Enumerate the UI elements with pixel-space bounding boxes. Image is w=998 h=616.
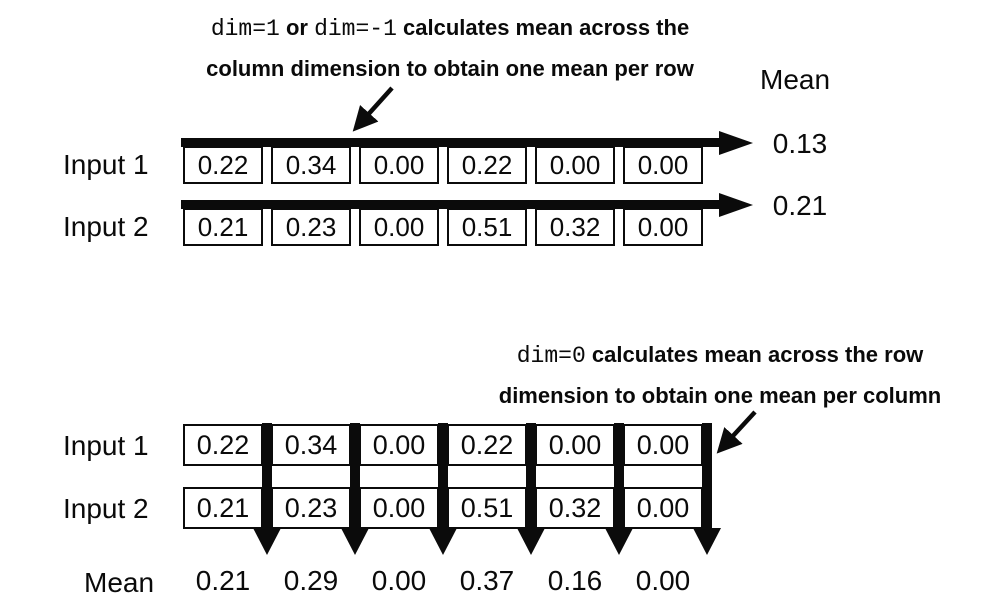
row2-mean-value: 0.21	[772, 190, 828, 221]
col5-mean-arrow-head-icon	[605, 528, 633, 555]
col6-mean-arrow-shaft	[702, 423, 712, 528]
bottom-input1-label: Input 1	[63, 430, 149, 461]
top-annotation-arrow-icon	[352, 86, 394, 132]
mean-column-header: Mean	[760, 64, 831, 95]
matrix-cell: 0.00	[359, 424, 439, 466]
row1-mean-value: 0.13	[772, 128, 828, 159]
code-dim0: dim=0	[516, 343, 586, 369]
matrix-cell: 0.00	[359, 146, 439, 184]
bottom-mean-label: Mean	[84, 567, 155, 598]
bottom-caption-line2: dimension to obtain one mean per column	[498, 383, 942, 408]
top-caption-or: or	[285, 15, 308, 40]
matrix-cell: 0.32	[535, 487, 615, 529]
matrix-cell: 0.22	[183, 424, 263, 466]
row1-mean-arrow-head-icon	[719, 131, 753, 155]
row2-mean-arrow-shaft	[181, 200, 719, 209]
code-dim1: dim=1	[210, 16, 280, 42]
matrix-cell: 0.34	[271, 424, 351, 466]
col2-mean-arrow-shaft	[350, 423, 360, 528]
col6-mean-arrow-head-icon	[693, 528, 721, 555]
col5-mean-arrow-shaft	[614, 423, 624, 528]
col2-mean-arrow-head-icon	[341, 528, 369, 555]
matrix-cell: 0.21	[183, 208, 263, 246]
col4-mean-arrow-shaft	[526, 423, 536, 528]
matrix-cell: 0.00	[623, 146, 703, 184]
code-dim-minus1: dim=-1	[314, 16, 397, 42]
matrix-cell: 0.51	[447, 208, 527, 246]
col6-mean-value: 0.00	[635, 565, 691, 596]
matrix-cell: 0.00	[623, 487, 703, 529]
col4-mean-value: 0.37	[459, 565, 515, 596]
bottom-input2-label: Input 2	[63, 493, 149, 524]
matrix-cell: 0.32	[535, 208, 615, 246]
matrix-cell: 0.22	[183, 146, 263, 184]
matrix-cell: 0.00	[623, 424, 703, 466]
col2-mean-value: 0.29	[283, 565, 339, 596]
top-input1-label: Input 1	[63, 149, 149, 180]
col1-mean-arrow-shaft	[262, 423, 272, 528]
matrix-cell: 0.22	[447, 146, 527, 184]
col3-mean-arrow-shaft	[438, 423, 448, 528]
matrix-cell: 0.00	[535, 146, 615, 184]
row1-mean-arrow-shaft	[181, 138, 719, 147]
matrix-cell: 0.00	[359, 487, 439, 529]
top-input2-label: Input 2	[63, 211, 149, 242]
matrix-cell: 0.51	[447, 487, 527, 529]
top-caption-line1-rest: calculates mean across the	[403, 15, 690, 40]
matrix-cell: 0.00	[535, 424, 615, 466]
col4-mean-arrow-head-icon	[517, 528, 545, 555]
top-caption-line1: dim=1 or dim=-1 calculates mean across t…	[150, 8, 750, 49]
matrix-cell: 0.34	[271, 146, 351, 184]
bottom-annotation-arrow-icon	[716, 410, 757, 454]
col3-mean-arrow-head-icon	[429, 528, 457, 555]
bottom-caption-line1: dim=0 calculates mean across the row	[420, 335, 998, 376]
bottom-caption: dim=0 calculates mean across the row dim…	[420, 335, 998, 416]
col1-mean-arrow-head-icon	[253, 528, 281, 555]
col3-mean-value: 0.00	[371, 565, 427, 596]
top-caption: dim=1 or dim=-1 calculates mean across t…	[150, 8, 750, 88]
matrix-cell: 0.23	[271, 208, 351, 246]
matrix-cell: 0.23	[271, 487, 351, 529]
matrix-cell: 0.22	[447, 424, 527, 466]
bottom-caption-line1-rest: calculates mean across the row	[591, 342, 924, 367]
col5-mean-value: 0.16	[547, 565, 603, 596]
top-caption-line2: column dimension to obtain one mean per …	[206, 56, 694, 81]
row2-mean-arrow-head-icon	[719, 193, 753, 217]
matrix-cell: 0.00	[359, 208, 439, 246]
matrix-cell: 0.00	[623, 208, 703, 246]
col1-mean-value: 0.21	[195, 565, 251, 596]
matrix-cell: 0.21	[183, 487, 263, 529]
